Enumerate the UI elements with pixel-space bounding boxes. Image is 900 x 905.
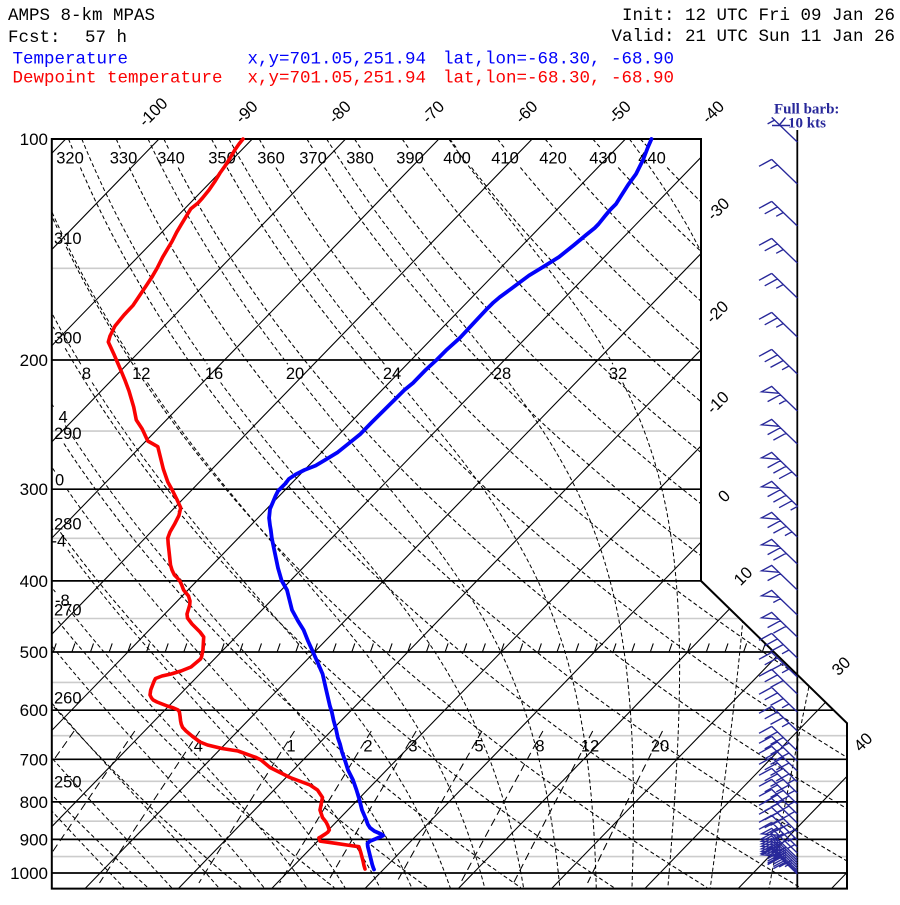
svg-text:57 h: 57 h	[85, 28, 127, 48]
svg-text:4: 4	[59, 409, 68, 427]
svg-text:800: 800	[20, 793, 48, 812]
svg-text:260: 260	[54, 690, 82, 708]
svg-text:32: 32	[609, 365, 627, 383]
svg-text:330: 330	[110, 150, 138, 168]
svg-text:24: 24	[383, 365, 401, 383]
svg-text:x,y=701.05,251.94: x,y=701.05,251.94	[248, 69, 427, 89]
svg-text:300: 300	[20, 480, 48, 499]
svg-text:900: 900	[20, 830, 48, 849]
svg-text:2: 2	[363, 738, 372, 756]
svg-text:370: 370	[299, 150, 327, 168]
svg-text:AMPS 8-km MPAS: AMPS 8-km MPAS	[8, 6, 155, 26]
svg-text:x,y=701.05,251.94: x,y=701.05,251.94	[248, 50, 427, 70]
svg-text:420: 420	[539, 150, 567, 168]
svg-text:1000: 1000	[10, 864, 48, 883]
svg-text:400: 400	[20, 572, 48, 591]
svg-text:310: 310	[54, 230, 82, 248]
svg-text:Fcst:: Fcst:	[8, 28, 61, 48]
svg-text:390: 390	[396, 150, 424, 168]
svg-text:100: 100	[20, 130, 48, 149]
svg-text:410: 410	[491, 150, 519, 168]
svg-text:340: 340	[157, 150, 185, 168]
svg-text:200: 200	[20, 351, 48, 370]
svg-text:360: 360	[257, 150, 285, 168]
svg-text:8: 8	[82, 365, 91, 383]
svg-text:400: 400	[443, 150, 471, 168]
svg-text:3: 3	[408, 738, 417, 756]
svg-text:430: 430	[589, 150, 617, 168]
svg-text:500: 500	[20, 643, 48, 662]
svg-text:280: 280	[54, 516, 82, 534]
svg-text:320: 320	[56, 150, 84, 168]
svg-text:700: 700	[20, 750, 48, 769]
svg-text:10 kts: 10 kts	[788, 116, 826, 132]
svg-text:16: 16	[205, 365, 223, 383]
svg-text:0: 0	[55, 472, 64, 490]
svg-text:5: 5	[474, 738, 483, 756]
svg-text:300: 300	[54, 330, 82, 348]
svg-text:600: 600	[20, 701, 48, 720]
svg-text:20: 20	[286, 365, 304, 383]
svg-text:12: 12	[132, 365, 150, 383]
svg-text:12: 12	[581, 738, 599, 756]
svg-text:380: 380	[346, 150, 374, 168]
svg-text:Init: 12 UTC Fri 09 Jan 26: Init: 12 UTC Fri 09 Jan 26	[622, 6, 895, 26]
svg-text:250: 250	[54, 774, 82, 792]
svg-text:1: 1	[286, 738, 295, 756]
svg-text:Dewpoint temperature: Dewpoint temperature	[13, 69, 223, 89]
svg-text:20: 20	[651, 738, 669, 756]
svg-text:290: 290	[54, 425, 82, 443]
svg-text:-4: -4	[52, 533, 67, 551]
svg-text:-8: -8	[55, 592, 70, 610]
svg-text:28: 28	[493, 365, 511, 383]
svg-text:Valid: 21 UTC Sun 11 Jan 26: Valid: 21 UTC Sun 11 Jan 26	[611, 27, 895, 47]
svg-text:Temperature: Temperature	[13, 50, 129, 70]
svg-text:lat,lon=-68.30, -68.90: lat,lon=-68.30, -68.90	[443, 69, 674, 89]
svg-text:lat,lon=-68.30, -68.90: lat,lon=-68.30, -68.90	[443, 50, 674, 70]
svg-text:8: 8	[535, 738, 544, 756]
